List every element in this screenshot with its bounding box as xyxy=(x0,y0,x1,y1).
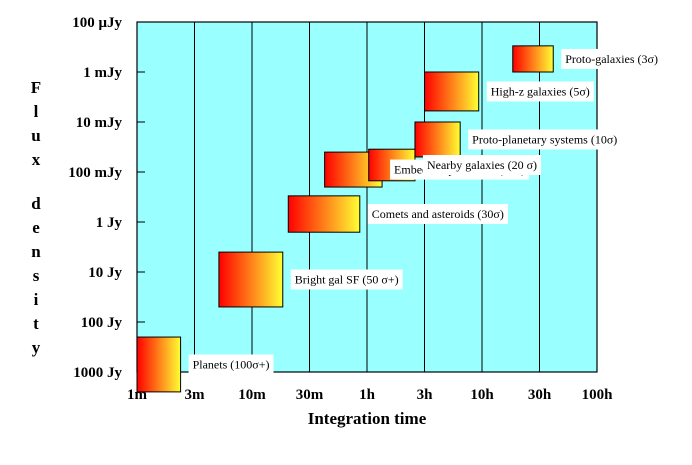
label-planets: Planets (100σ+) xyxy=(188,354,274,375)
x-axis-title: Integration time xyxy=(308,409,427,428)
label-background xyxy=(486,81,594,102)
data-boxes xyxy=(136,45,554,393)
y-tick-label: 100 Jy xyxy=(81,315,123,331)
y-tick-label: 10 mJy xyxy=(76,115,123,131)
data-label: Nearby galaxies (20 σ) xyxy=(427,158,537,172)
y-axis-title-letter: d xyxy=(31,194,41,213)
y-axis-title-letter: n xyxy=(31,242,41,261)
box-bright-gal-sf xyxy=(218,251,284,308)
y-axis-title-letter: e xyxy=(32,218,40,237)
y-axis-title-letter: y xyxy=(32,338,41,357)
data-labels: Planets (100σ+) Bright gal SF (50 σ+) Come… xyxy=(188,48,663,375)
box-proto-planetary-systems xyxy=(414,121,461,158)
y-axis-title-letter: i xyxy=(34,290,39,309)
label-background xyxy=(422,155,542,176)
data-label: Proto-planetary systems (10σ) xyxy=(472,132,617,146)
y-axis-title-letter: F xyxy=(31,78,41,97)
label-background xyxy=(468,129,622,150)
x-tick-label: 100h xyxy=(582,387,614,403)
x-tick-label: 3m xyxy=(185,387,206,403)
x-tick-label: 30h xyxy=(528,387,552,403)
label-nearby-galaxies: Nearby galaxies (20 σ) xyxy=(422,155,542,176)
label-background xyxy=(188,354,274,375)
y-axis-title-letter: u xyxy=(31,126,40,145)
label-background xyxy=(290,269,403,290)
x-tick-label: 3h xyxy=(417,387,434,403)
y-tick-label: 1 Jy xyxy=(96,215,123,231)
data-label: High-z galaxies (5σ) xyxy=(491,84,590,98)
label-comets-and-asteroids: Comets and asteroids (30σ) xyxy=(367,204,508,225)
box-comets-and-asteroids xyxy=(287,195,361,233)
x-axis-tick-labels: 1m 3m 10m 30m 1h 3h 10h 30h 100h xyxy=(127,387,613,403)
y-axis-tick-labels: 100 μJy 1 mJy 10 mJy 100 mJy 1 Jy 10 Jy 100 Jy… xyxy=(68,15,122,381)
x-tick-label: 30m xyxy=(296,387,324,403)
label-proto-planetary-systems: Proto-planetary systems (10σ) xyxy=(468,129,622,150)
data-label: Proto-galaxies (3σ) xyxy=(565,52,658,66)
y-axis-title-letter: l xyxy=(34,102,39,121)
y-tick-label: 10 Jy xyxy=(88,265,122,281)
x-tick-label: 10h xyxy=(470,387,494,403)
y-axis-title-letter: x xyxy=(32,150,41,169)
y-tick-label: 100 μJy xyxy=(72,15,122,31)
box-high-z-galaxies xyxy=(424,71,480,112)
label-background xyxy=(367,204,508,225)
label-high-z-galaxies: High-z galaxies (5σ) xyxy=(486,81,594,102)
y-tick-label: 100 mJy xyxy=(68,165,122,181)
y-tick-label: 1 mJy xyxy=(83,65,122,81)
y-axis-title-letter: t xyxy=(33,314,39,333)
label-proto-galaxies: Proto-galaxies (3σ) xyxy=(561,48,663,69)
data-label: Bright gal SF (50 σ+) xyxy=(295,273,399,287)
x-tick-label: 1h xyxy=(359,387,376,403)
y-axis-title-letter: s xyxy=(33,266,40,285)
data-label: Comets and asteroids (30σ) xyxy=(372,207,504,221)
box-planets xyxy=(136,336,182,393)
y-axis-ticks xyxy=(137,71,145,323)
x-tick-label: 10m xyxy=(238,387,266,403)
x-tick-label: 1m xyxy=(127,387,148,403)
box-proto-galaxies xyxy=(512,45,554,73)
y-tick-label: 1000 Jy xyxy=(73,365,122,381)
data-label: Planets (100σ+) xyxy=(193,357,270,371)
label-bright-gal-sf: Bright gal SF (50 σ+) xyxy=(290,269,403,290)
label-background xyxy=(561,48,663,69)
